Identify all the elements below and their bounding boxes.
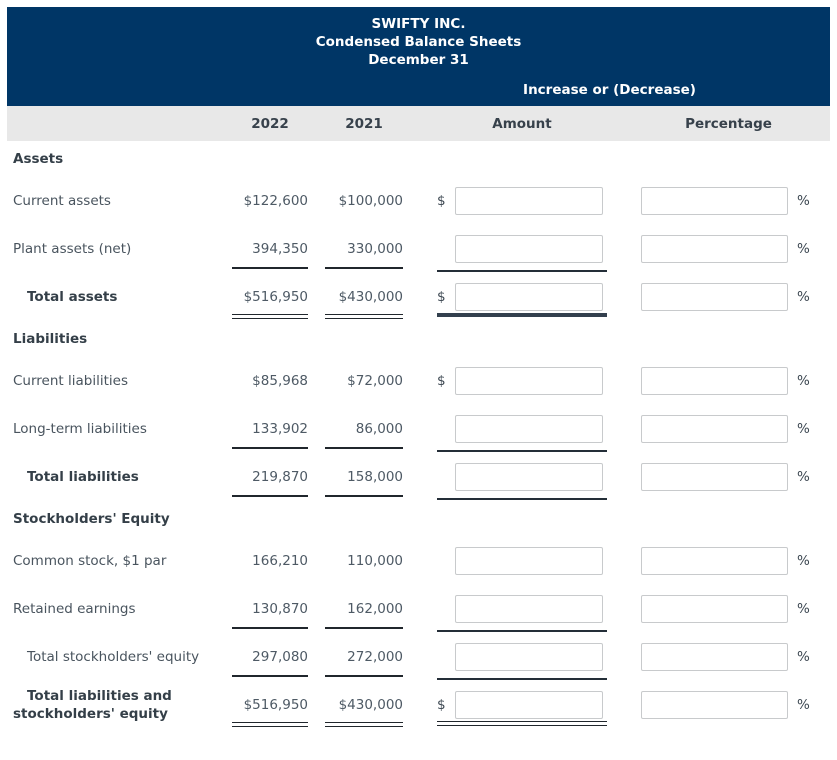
column-header-row: 2022 2021 Amount Percentage	[7, 106, 830, 141]
dollar-sign: $	[437, 697, 446, 713]
column-header-2022: 2022	[251, 115, 289, 132]
row-total-stockholders-equity: Total stockholders' equity 297,080 272,0…	[7, 633, 830, 681]
dollar-sign: $	[437, 289, 446, 305]
statement-header: SWIFTY INC. Condensed Balance Sheets Dec…	[7, 7, 830, 106]
value-2021: $430,000	[325, 273, 403, 321]
value-2022: 219,870	[232, 453, 308, 501]
amount-input-common-stock[interactable]	[455, 547, 603, 575]
row-label: Common stock, $1 par	[13, 553, 167, 569]
amount-input-current-liabilities[interactable]	[455, 367, 603, 395]
section-header-liabilities: Liabilities	[7, 321, 830, 357]
amount-input-current-assets[interactable]	[455, 187, 603, 215]
amount-input-total-liabilities[interactable]	[455, 463, 603, 491]
company-name: SWIFTY INC.	[371, 16, 466, 32]
row-total-liabilities: Total liabilities 219,870 158,000 %	[7, 453, 830, 501]
row-long-term-liabilities: Long-term liabilities 133,902 86,000 %	[7, 405, 830, 453]
value-2022: $516,950	[232, 273, 308, 321]
dollar-sign: $	[437, 193, 446, 209]
report-date: December 31	[368, 52, 469, 68]
percent-sign: %	[797, 469, 810, 485]
row-total-assets: Total assets $516,950 $430,000 $ %	[7, 273, 830, 321]
value-2021: 330,000	[325, 225, 403, 273]
percentage-input-total-liabilities-and-equity[interactable]	[641, 691, 788, 719]
section-header-stockholders-equity: Stockholders' Equity	[7, 501, 830, 537]
value-2022: 133,902	[232, 405, 308, 453]
row-total-liabilities-and-equity: Total liabilities and stockholders' equi…	[7, 681, 830, 729]
percentage-input-common-stock[interactable]	[641, 547, 788, 575]
percent-sign: %	[797, 289, 810, 305]
percent-sign: %	[797, 697, 810, 713]
row-label: Long-term liabilities	[13, 421, 147, 437]
value-2021: 158,000	[325, 453, 403, 501]
dollar-sign: $	[437, 373, 446, 389]
amount-input-total-assets[interactable]	[455, 283, 603, 311]
percent-sign: %	[797, 649, 810, 665]
increase-decrease-label: Increase or (Decrease)	[523, 82, 696, 98]
value-2021: 86,000	[325, 405, 403, 453]
percentage-input-current-assets[interactable]	[641, 187, 788, 215]
row-retained-earnings: Retained earnings 130,870 162,000 %	[7, 585, 830, 633]
value-2022: 394,350	[232, 225, 308, 273]
row-label: Total assets	[27, 289, 118, 305]
value-2022: $516,950	[232, 681, 308, 729]
percent-sign: %	[797, 601, 810, 617]
value-2021: 110,000	[347, 553, 403, 569]
value-2021: $430,000	[325, 681, 403, 729]
column-header-2021: 2021	[345, 115, 383, 132]
percent-sign: %	[797, 241, 810, 257]
amount-input-plant-assets[interactable]	[455, 235, 603, 263]
value-2022: 166,210	[252, 553, 308, 569]
column-header-percentage: Percentage	[685, 115, 772, 132]
percent-sign: %	[797, 193, 810, 209]
row-common-stock: Common stock, $1 par 166,210 110,000 %	[7, 537, 830, 585]
row-label: Current assets	[13, 193, 111, 209]
percent-sign: %	[797, 553, 810, 569]
section-title: Liabilities	[13, 331, 88, 347]
row-label: Current liabilities	[13, 373, 128, 389]
section-header-assets: Assets	[7, 141, 830, 177]
amount-input-total-liabilities-and-equity[interactable]	[455, 691, 603, 719]
value-2021: 162,000	[325, 585, 403, 633]
row-current-assets: Current assets $122,600 $100,000 $ %	[7, 177, 830, 225]
amount-input-total-stockholders-equity[interactable]	[455, 643, 603, 671]
value-2022: 130,870	[232, 585, 308, 633]
percentage-input-total-stockholders-equity[interactable]	[641, 643, 788, 671]
row-label: Total stockholders' equity	[27, 649, 200, 665]
row-current-liabilities: Current liabilities $85,968 $72,000 $ %	[7, 357, 830, 405]
section-title: Stockholders' Equity	[13, 511, 170, 527]
value-2022: $85,968	[252, 373, 308, 389]
statement-title-block: SWIFTY INC. Condensed Balance Sheets Dec…	[7, 7, 830, 69]
value-2022: 297,080	[232, 633, 308, 681]
row-label: Total liabilities and stockholders' equi…	[13, 688, 172, 722]
value-2021: 272,000	[325, 633, 403, 681]
percentage-input-long-term-liabilities[interactable]	[641, 415, 788, 443]
percent-sign: %	[797, 373, 810, 389]
column-header-amount: Amount	[492, 115, 552, 132]
value-2021: $72,000	[347, 373, 403, 389]
percentage-input-retained-earnings[interactable]	[641, 595, 788, 623]
percent-sign: %	[797, 421, 810, 437]
value-2021: $100,000	[338, 193, 403, 209]
report-title: Condensed Balance Sheets	[315, 34, 522, 50]
row-label: Plant assets (net)	[13, 241, 132, 257]
row-plant-assets: Plant assets (net) 394,350 330,000 %	[7, 225, 830, 273]
percentage-input-total-assets[interactable]	[641, 283, 788, 311]
percentage-input-total-liabilities[interactable]	[641, 463, 788, 491]
row-label: Retained earnings	[13, 601, 136, 617]
value-2022: $122,600	[243, 193, 308, 209]
amount-input-retained-earnings[interactable]	[455, 595, 603, 623]
amount-input-long-term-liabilities[interactable]	[455, 415, 603, 443]
percentage-input-plant-assets[interactable]	[641, 235, 788, 263]
section-title: Assets	[13, 151, 64, 167]
row-label: Total liabilities	[27, 469, 139, 485]
percentage-input-current-liabilities[interactable]	[641, 367, 788, 395]
